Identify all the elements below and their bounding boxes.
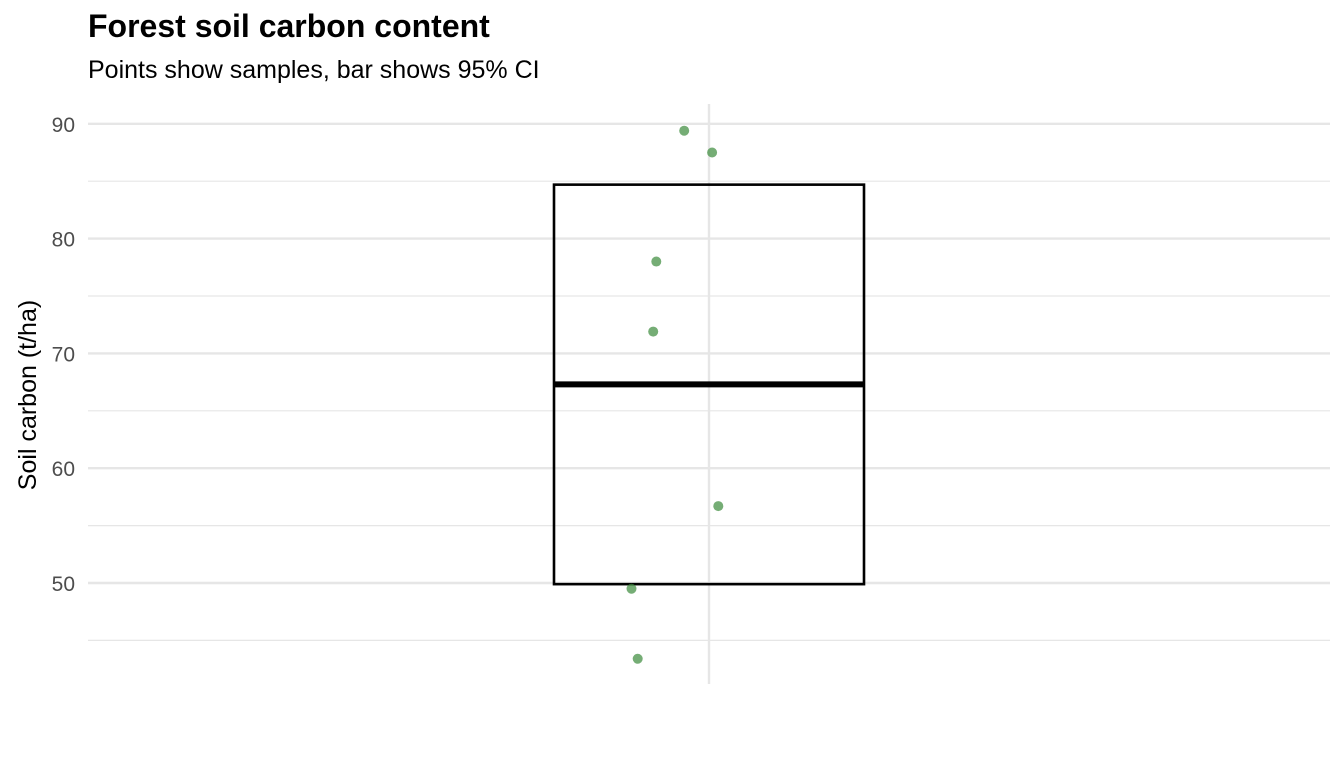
- y-tick-label: 60: [52, 458, 75, 481]
- y-tick-label: 70: [52, 343, 75, 366]
- sample-point: [679, 125, 690, 136]
- y-axis-label: Soil carbon (t/ha): [14, 300, 42, 490]
- sample-point: [632, 653, 643, 664]
- sample-point: [707, 147, 718, 158]
- y-tick-label: 80: [52, 229, 75, 252]
- y-tick-label: 50: [52, 573, 75, 596]
- chart-subtitle: Points show samples, bar shows 95% CI: [88, 56, 540, 84]
- chart-title: Forest soil carbon content: [88, 8, 490, 44]
- y-tick-label: 90: [52, 114, 75, 137]
- major-gridlines: [88, 104, 1330, 684]
- confidence-interval: [552, 183, 866, 586]
- sample-point: [626, 583, 637, 594]
- y-axis-tick-labels: 50 60 70 80 90: [52, 114, 75, 596]
- sample-point: [713, 501, 724, 512]
- sample-points: [626, 125, 724, 664]
- sample-point: [648, 326, 659, 337]
- sample-point: [651, 256, 662, 267]
